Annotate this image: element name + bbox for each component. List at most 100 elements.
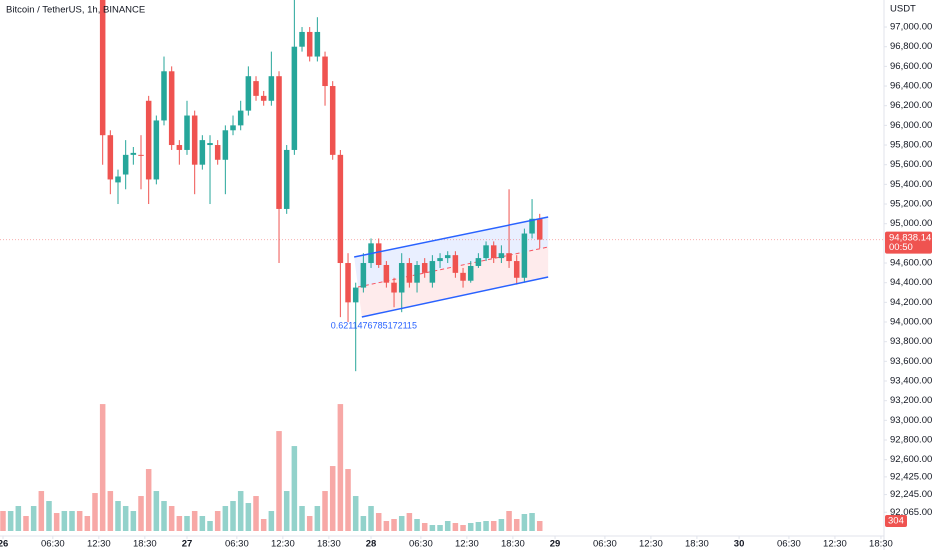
y-tick-label: 93,400.00 — [890, 376, 932, 387]
y-tick-label: 95,400.00 — [890, 179, 932, 190]
volume-bar — [291, 446, 298, 531]
volume-bar — [452, 523, 459, 531]
candle-body — [237, 110, 244, 126]
y-tick-label: 97,000.00 — [890, 22, 932, 33]
x-tick-label: 12:30 — [639, 539, 663, 550]
x-tick-label: 12:30 — [823, 539, 847, 550]
y-tick-label: 92,245.00 — [890, 489, 932, 500]
candle-body — [414, 264, 420, 283]
volume-bar — [153, 491, 160, 531]
volume-bar — [483, 521, 489, 531]
volume-bar — [306, 516, 313, 531]
y-tick-label: 94,200.00 — [890, 297, 932, 308]
x-tick-label: 27 — [182, 539, 193, 550]
volume-bar — [314, 506, 321, 531]
x-tick-label: 29 — [550, 539, 561, 550]
candle-body — [230, 125, 236, 131]
y-tick-label: 93,600.00 — [890, 356, 932, 367]
candle-body — [444, 255, 451, 259]
candle-body — [329, 86, 336, 155]
y-tick-label: 92,800.00 — [890, 435, 932, 446]
volume-bar — [368, 506, 374, 531]
candle-body — [161, 71, 167, 121]
candle-body — [299, 31, 305, 47]
volume-bar — [299, 506, 305, 531]
y-tick-label: 93,200.00 — [890, 395, 932, 406]
volume-bar — [84, 516, 91, 531]
volume-bar — [245, 503, 252, 531]
volume-bar — [199, 516, 206, 531]
y-tick-label: 92,600.00 — [890, 454, 932, 465]
x-tick-label: 06:30 — [593, 539, 617, 550]
volume-bar — [322, 491, 328, 531]
last-price-label: 94,838.14 — [889, 233, 931, 244]
y-tick-label: 95,000.00 — [890, 218, 932, 229]
volume-bar — [391, 519, 397, 531]
volume-bar — [176, 516, 183, 531]
candle-body — [107, 135, 114, 180]
volume-bar — [191, 511, 198, 531]
candle-body — [536, 218, 543, 240]
candle-body — [513, 261, 520, 278]
y-tick-label: 96,400.00 — [890, 81, 932, 92]
volume-bar — [513, 519, 520, 531]
volume-bar — [490, 521, 497, 531]
x-tick-label: 28 — [366, 539, 377, 550]
candle-body — [460, 272, 466, 281]
y-tick-label: 93,000.00 — [890, 415, 932, 426]
candle-body — [337, 154, 344, 264]
y-tick-label: 94,000.00 — [890, 317, 932, 328]
y-tick-label: 92,425.00 — [890, 471, 932, 482]
x-tick-label: 12:30 — [87, 539, 111, 550]
volume-bar — [421, 523, 428, 531]
volume-bar — [0, 511, 6, 531]
plot-area: 0.6211476785172115 — [0, 0, 884, 531]
candle-body — [268, 76, 275, 101]
volume-bar — [536, 521, 543, 531]
candle-body — [383, 264, 390, 283]
volume-bar — [145, 469, 152, 531]
candle-body — [529, 218, 535, 234]
volume-bar — [529, 513, 535, 531]
volume-bar — [46, 501, 52, 531]
volume-bar — [130, 511, 137, 531]
volume-bar — [115, 501, 121, 531]
candle-body — [291, 46, 298, 150]
volume-bar — [138, 496, 144, 531]
y-tick-label: 95,600.00 — [890, 159, 932, 170]
volume-bar — [38, 491, 45, 531]
candle-body — [398, 263, 405, 293]
volume-bar — [506, 511, 512, 531]
candle-body — [345, 263, 351, 303]
candle-body — [306, 31, 313, 57]
volume-bar — [383, 521, 390, 531]
candle-body — [498, 253, 505, 259]
axes: 97,000.00 96,800.00 96,600.00 96,400.00 96,2… — [0, 22, 932, 550]
candle-body — [276, 76, 282, 209]
candle-body — [475, 258, 482, 266]
volume-bar — [53, 513, 60, 531]
candle-body — [352, 287, 359, 303]
last-volume-label: 304 — [888, 516, 904, 527]
volume-bar — [268, 511, 275, 531]
candle-body — [521, 233, 528, 278]
volume-bar — [207, 521, 213, 531]
x-tick-label: 06:30 — [225, 539, 249, 550]
x-tick-label: 06:30 — [409, 539, 433, 550]
candle-body — [115, 176, 121, 183]
chart-title: Bitcoin / TetherUS, 1h, BINANCE — [6, 5, 145, 16]
candle-body — [467, 265, 474, 281]
candle-body — [99, 0, 106, 136]
volume-bar — [76, 511, 83, 531]
candle-body — [421, 263, 428, 273]
volume-bar — [61, 511, 68, 531]
volume-bar — [99, 404, 106, 531]
volume-bar — [429, 525, 436, 531]
candle-body — [245, 76, 252, 111]
x-tick-label: 12:30 — [271, 539, 295, 550]
volume-bar — [467, 523, 474, 531]
candle-body — [138, 154, 144, 156]
candle-body — [483, 245, 489, 259]
